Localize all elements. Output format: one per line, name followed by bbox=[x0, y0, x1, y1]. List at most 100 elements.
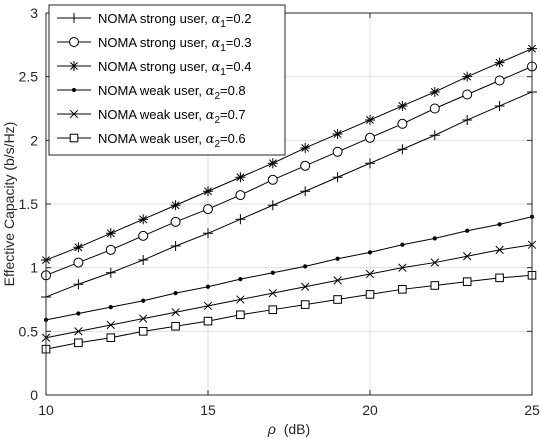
series-3-point-3 bbox=[141, 298, 146, 303]
x-tick-label-0: 10 bbox=[38, 402, 54, 418]
series-0-point-1 bbox=[73, 279, 84, 290]
series-4-point-3 bbox=[139, 314, 148, 323]
series-5-point-2 bbox=[106, 333, 116, 342]
series-4-point-11 bbox=[398, 263, 407, 272]
series-5-point-14 bbox=[495, 273, 504, 283]
series-3-point-8 bbox=[303, 264, 308, 269]
series-5-point-10 bbox=[365, 290, 375, 299]
series-1-point-9 bbox=[332, 146, 343, 157]
legend-entry-4: NOMA weak user, α2=0.7 bbox=[57, 107, 246, 126]
series-5-point-1 bbox=[74, 338, 83, 348]
x-tick-label-2: 20 bbox=[362, 402, 378, 418]
series-4 bbox=[41, 240, 537, 342]
series-4-line bbox=[45, 244, 533, 339]
series-2 bbox=[41, 43, 537, 266]
series-4-point-7 bbox=[268, 288, 277, 298]
legend-marker-2 bbox=[69, 61, 79, 71]
series-0-point-12 bbox=[429, 130, 440, 141]
series-3-point-4 bbox=[173, 291, 178, 296]
axis-ticks: 10 15 20 25 0 0.5 1 1.5 2 2.5 3 bbox=[19, 5, 540, 418]
series-0-point-7 bbox=[267, 200, 278, 211]
legend-box bbox=[48, 4, 286, 156]
series-0 bbox=[41, 86, 537, 302]
series-5-point-13 bbox=[462, 277, 472, 286]
series-3-point-11 bbox=[400, 242, 405, 247]
series-4-point-10 bbox=[365, 269, 375, 279]
series-2-line bbox=[45, 48, 533, 261]
series-lines bbox=[41, 43, 537, 354]
legend-marker-4 bbox=[69, 109, 79, 119]
series-1-point-6 bbox=[235, 190, 246, 201]
legend-entry-0: NOMA strong user, α1=0.2 bbox=[57, 11, 251, 30]
series-5-point-11 bbox=[398, 285, 407, 294]
series-5-point-9 bbox=[333, 295, 342, 304]
legend-entry-1: NOMA strong user, α1=0.3 bbox=[57, 35, 251, 54]
series-1-point-2 bbox=[105, 244, 116, 255]
series-2-point-5 bbox=[203, 186, 213, 197]
series-2-point-8 bbox=[300, 142, 311, 153]
series-5-point-7 bbox=[268, 305, 278, 314]
series-2-point-7 bbox=[267, 158, 278, 169]
y-tick-label-5: 2.5 bbox=[19, 69, 39, 85]
series-2-point-1 bbox=[73, 242, 84, 253]
series-1-point-3 bbox=[138, 230, 149, 241]
x-tick-label-3: 25 bbox=[524, 402, 540, 418]
series-3-point-7 bbox=[270, 270, 275, 275]
series-3-point-12 bbox=[432, 236, 437, 241]
x-tick-label-1: 15 bbox=[200, 402, 216, 418]
series-3-point-13 bbox=[465, 228, 470, 233]
series-1-point-8 bbox=[300, 160, 311, 171]
legend-marker-0 bbox=[69, 13, 79, 23]
series-0-line bbox=[45, 91, 533, 298]
series-1-point-10 bbox=[365, 132, 375, 143]
x-axis-unit: (dB) bbox=[284, 421, 310, 437]
series-2-point-14 bbox=[494, 57, 505, 68]
series-3-point-2 bbox=[108, 305, 113, 310]
legend-label-3: NOMA weak user, α2=0.8 bbox=[98, 83, 246, 102]
series-2-point-6 bbox=[235, 172, 246, 183]
y-axis-label: Effective Capacity (b/s/Hz) bbox=[1, 122, 17, 287]
series-3-point-14 bbox=[497, 222, 502, 227]
y-tick-label-1: 0.5 bbox=[19, 323, 39, 339]
series-2-point-10 bbox=[365, 114, 375, 125]
y-tick-label-4: 2 bbox=[30, 132, 38, 148]
legend-label-2: NOMA strong user, α1=0.4 bbox=[98, 59, 251, 78]
series-0-point-2 bbox=[105, 267, 116, 278]
y-tick-label-2: 1 bbox=[30, 260, 38, 276]
series-4-point-9 bbox=[333, 276, 342, 285]
series-1-point-7 bbox=[267, 174, 278, 185]
series-3-point-9 bbox=[335, 256, 340, 261]
series-5-point-3 bbox=[138, 327, 148, 336]
series-1 bbox=[41, 61, 537, 281]
legend: NOMA strong user, α1=0.2 NOMA strong user… bbox=[48, 4, 286, 156]
series-1-point-4 bbox=[170, 216, 181, 227]
series-1-point-11 bbox=[397, 118, 408, 129]
series-2-point-3 bbox=[138, 214, 149, 225]
legend-marker-1 bbox=[69, 37, 79, 47]
legend-entry-3: NOMA weak user, α2=0.8 bbox=[57, 83, 246, 102]
series-2-point-13 bbox=[462, 71, 473, 82]
legend-marker-5 bbox=[69, 133, 79, 143]
series-4-point-13 bbox=[463, 252, 472, 261]
legend-label-1: NOMA strong user, α1=0.3 bbox=[98, 35, 251, 54]
series-0-point-10 bbox=[365, 158, 375, 169]
series-0-point-5 bbox=[203, 228, 213, 239]
series-4-point-4 bbox=[171, 308, 180, 317]
legend-marker-3 bbox=[71, 87, 77, 93]
series-3-point-5 bbox=[205, 284, 211, 289]
series-5-point-6 bbox=[236, 310, 245, 320]
series-4-point-2 bbox=[106, 320, 115, 330]
series-4-point-8 bbox=[301, 282, 310, 291]
series-0-point-9 bbox=[332, 172, 343, 183]
series-2-point-12 bbox=[429, 86, 440, 97]
y-tick-label-6: 3 bbox=[30, 5, 38, 21]
legend-label-5: NOMA weak user, α2=0.6 bbox=[98, 131, 246, 150]
series-3-point-10 bbox=[367, 250, 373, 255]
legend-entry-2: NOMA strong user, α1=0.4 bbox=[57, 59, 251, 78]
series-5 bbox=[41, 271, 537, 354]
series-4-point-14 bbox=[495, 245, 504, 254]
series-1-line bbox=[45, 66, 533, 276]
legend-entry-5: NOMA weak user, α2=0.6 bbox=[57, 131, 246, 150]
series-0-point-11 bbox=[397, 144, 408, 155]
